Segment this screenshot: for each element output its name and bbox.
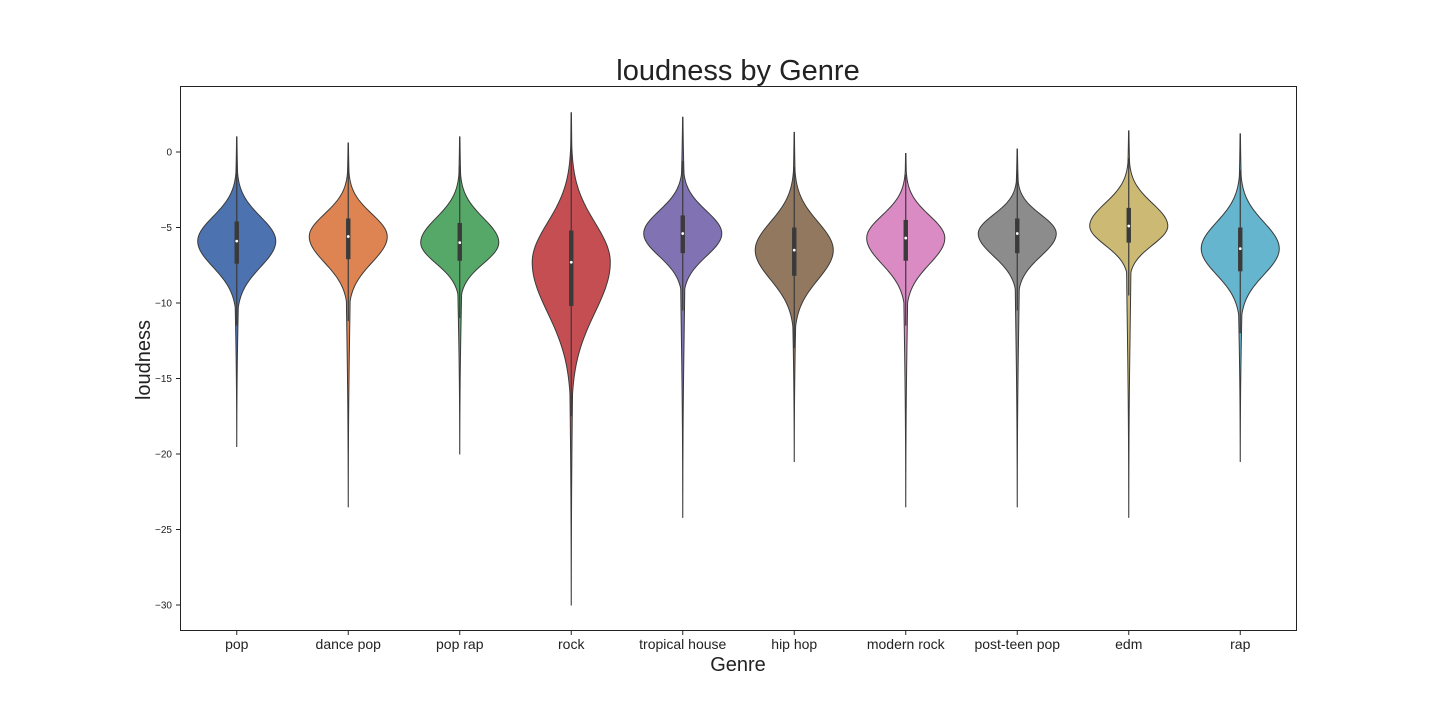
violin-edm — [1089, 130, 1169, 518]
violin-dance-pop — [308, 142, 388, 508]
y-axis-label: loudness — [133, 320, 155, 400]
violin-rock — [531, 112, 611, 606]
violin-median — [235, 239, 239, 243]
violin-pop-rap — [420, 136, 500, 455]
x-tick-label: tropical house — [639, 636, 726, 652]
violin-body — [308, 142, 388, 508]
y-tick-label: −15 — [155, 374, 172, 385]
x-axis-label: Genre — [710, 654, 766, 676]
violin-iqr-box — [346, 218, 351, 260]
violin-rap — [1200, 133, 1280, 463]
y-tick-label: −5 — [161, 223, 173, 234]
violin-median — [1127, 224, 1131, 228]
x-tick-label: pop — [225, 636, 249, 652]
plot-frame — [180, 86, 1297, 631]
y-tick-label: −20 — [155, 450, 172, 461]
x-tick-label: modern rock — [867, 636, 946, 652]
violins-group — [197, 112, 1280, 606]
violin-body — [1089, 130, 1169, 518]
y-axis: 0 −5 −10 −15 −20 −25 −30 — [155, 148, 181, 612]
violin-iqr-box — [903, 219, 908, 261]
y-tick-label: 0 — [166, 148, 172, 159]
violin-iqr-box — [1015, 218, 1020, 254]
violin-median — [346, 235, 350, 238]
violin-body — [643, 116, 723, 518]
violin-body — [866, 153, 946, 508]
violin-post-teen-pop — [977, 148, 1057, 508]
violin-modern-rock — [866, 153, 946, 508]
violin-iqr-box — [234, 221, 239, 264]
violin-median — [792, 248, 796, 252]
violin-hip-hop — [754, 131, 834, 463]
x-tick-label: pop rap — [436, 636, 484, 652]
violin-median — [904, 236, 908, 240]
x-tick-label: dance pop — [316, 636, 382, 652]
y-tick-label: −10 — [155, 299, 172, 310]
violin-iqr-box — [792, 227, 797, 276]
x-tick-label: post-teen pop — [974, 636, 1060, 652]
violin-body — [977, 148, 1057, 508]
x-tick-label: hip hop — [771, 636, 817, 652]
violin-median — [569, 260, 573, 264]
x-tick-label: rock — [558, 636, 585, 652]
x-tick-label: rap — [1230, 636, 1250, 652]
violin-median — [458, 241, 462, 245]
violin-pop — [197, 136, 277, 447]
y-tick-label: −30 — [155, 601, 172, 612]
violin-median — [1238, 247, 1242, 251]
violin-iqr-box — [569, 230, 574, 307]
violin-median — [1015, 232, 1019, 235]
violin-tropical-house — [643, 116, 723, 518]
chart-title: loudness by Genre — [616, 55, 859, 87]
x-tick-label: edm — [1115, 636, 1142, 652]
violin-median — [681, 232, 685, 235]
x-axis: pop dance pop pop rap rock tropical house hip… — [225, 630, 1251, 652]
y-tick-label: −25 — [155, 525, 172, 536]
